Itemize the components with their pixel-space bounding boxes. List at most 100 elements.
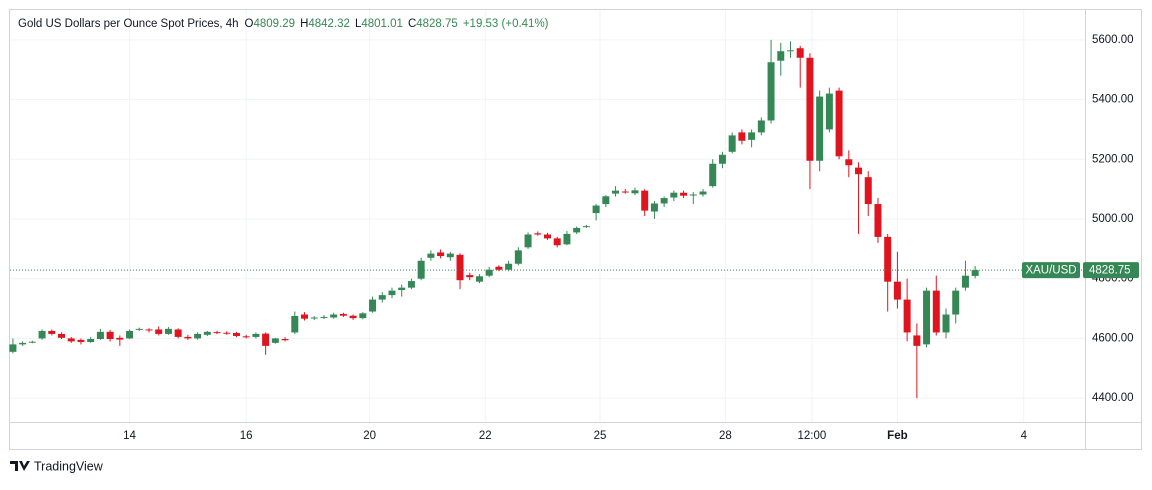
candle-body — [38, 330, 46, 339]
candle-body — [767, 62, 775, 121]
candle-body — [709, 163, 717, 187]
x-tick-label: 14 — [123, 430, 136, 442]
candle-body — [58, 333, 66, 338]
candle-body — [913, 335, 921, 346]
x-tick-label: 22 — [479, 430, 492, 442]
candle-body — [359, 313, 367, 319]
candle-body — [495, 266, 503, 270]
y-tick-label: 4400.00 — [1092, 392, 1134, 404]
candle-body — [242, 336, 250, 338]
candle-body — [96, 331, 104, 340]
candle-body — [534, 233, 542, 235]
candle-body — [816, 96, 824, 161]
legend-header: Gold US Dollars per Ounce Spot Prices, 4… — [18, 18, 549, 30]
candle-body — [728, 135, 736, 152]
candle-body — [135, 328, 143, 330]
candle-body — [874, 204, 882, 237]
chart-frame — [9, 9, 1142, 450]
ohlc-value: 4842.32 — [308, 18, 350, 30]
symbol-label: XAU/USD — [1025, 265, 1076, 277]
x-tick-label: 16 — [240, 430, 253, 442]
candle-body — [485, 269, 493, 276]
candle-body — [339, 313, 347, 316]
candle-body — [699, 191, 707, 195]
candle-body — [689, 194, 697, 196]
candle-body — [349, 315, 357, 319]
candle-body — [602, 196, 610, 205]
candle-body — [407, 281, 415, 288]
candle-body — [942, 314, 950, 333]
candle-body — [232, 333, 240, 337]
candle-body — [184, 336, 192, 339]
candle-body — [271, 338, 279, 343]
candle-body — [961, 275, 969, 288]
x-tick-label: 4 — [1021, 430, 1028, 442]
candle-body — [155, 329, 163, 334]
symbol-label-bg — [1022, 262, 1080, 279]
brand: TradingView — [10, 459, 104, 473]
candle-body — [573, 227, 581, 233]
ohlc-value: 4828.75 — [416, 18, 458, 30]
ohlc-letter: L — [355, 18, 362, 30]
candle-body — [330, 314, 338, 318]
candle-body — [592, 205, 600, 214]
candle-body — [19, 342, 27, 345]
candle-body — [932, 290, 940, 333]
x-tick-label: Feb — [887, 430, 907, 442]
candle-body — [903, 299, 911, 333]
candle-body — [262, 333, 270, 346]
candle-body — [835, 90, 843, 157]
candle-body — [77, 339, 85, 342]
y-tick-label: 5200.00 — [1092, 153, 1134, 165]
candle-body — [505, 263, 513, 270]
candle-body — [612, 190, 620, 194]
candle-body — [748, 132, 756, 140]
candle-body — [427, 253, 435, 258]
ohlc-letter: H — [300, 18, 308, 30]
candle-body — [923, 290, 931, 345]
candle-body — [845, 159, 853, 166]
candle-body — [864, 177, 872, 205]
candle-body — [893, 281, 901, 300]
candle-body — [952, 290, 960, 315]
candle-body — [650, 203, 658, 212]
x-tick-label: 28 — [719, 430, 732, 442]
candle-body — [786, 50, 794, 52]
candle-body — [514, 250, 522, 264]
ohlc-value: 4809.29 — [253, 18, 295, 30]
chart-title: Gold US Dollars per Ounce Spot Prices, 4… — [18, 18, 239, 30]
y-tick-label: 4600.00 — [1092, 332, 1134, 344]
y-tick-label: 5000.00 — [1092, 213, 1134, 225]
candle-body — [378, 295, 386, 300]
candle-body — [437, 252, 445, 257]
candle-body — [87, 339, 95, 342]
candle-body — [631, 190, 639, 194]
change-label: +19.53 (+0.41%) — [463, 18, 549, 30]
ohlc-letter: O — [245, 18, 254, 30]
candle-body — [116, 337, 124, 340]
x-tick-label: 20 — [363, 430, 376, 442]
candle-body — [806, 57, 814, 161]
ohlc-value: 4801.01 — [361, 18, 403, 30]
x-tick-label: 25 — [594, 430, 607, 442]
candle-body — [621, 191, 629, 193]
candle-body — [398, 287, 406, 291]
candle-body — [291, 316, 299, 333]
candle-body — [67, 338, 75, 342]
brand-name: TradingView — [34, 459, 104, 473]
candle-body — [825, 93, 833, 130]
candle-body — [369, 299, 377, 312]
candle-body — [680, 192, 688, 196]
candle-body — [174, 329, 182, 337]
candle-body — [466, 275, 474, 278]
candle-body — [9, 344, 17, 352]
candles — [9, 39, 1085, 399]
candle-body — [126, 330, 134, 339]
grid — [10, 10, 1085, 422]
candle-body — [320, 316, 328, 318]
candle-body — [660, 198, 668, 204]
candle-body — [582, 226, 590, 228]
candle-body — [718, 154, 726, 164]
candle-body — [475, 276, 483, 282]
